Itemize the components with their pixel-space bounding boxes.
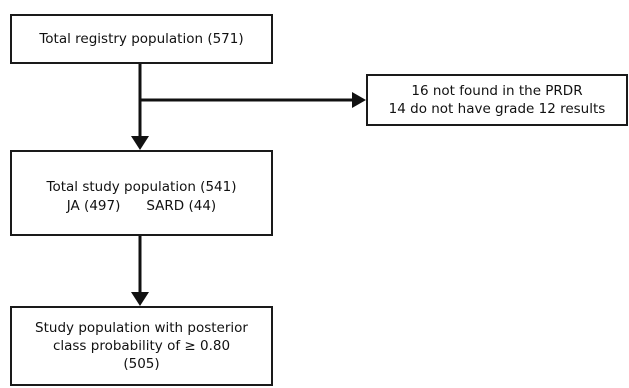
exclusion-box: 16 not found in the PRDR 14 do not have … xyxy=(366,74,628,126)
study-population-box: Total study population (541) JA (497) SAR… xyxy=(10,150,273,236)
study-subgroups: JA (497) SARD (44) xyxy=(12,197,271,215)
posterior-line-1: Study population with posterior xyxy=(35,320,248,336)
study-population-label: Total study population (541) xyxy=(46,179,237,195)
arrowhead-registry-to-study xyxy=(131,136,149,150)
posterior-count: (505) xyxy=(123,356,160,372)
registry-population-box: Total registry population (571) xyxy=(10,14,273,64)
arrowhead-to-exclusion xyxy=(352,92,366,108)
exclusion-line-grade12: 14 do not have grade 12 results xyxy=(388,101,606,117)
exclusion-line-prdr: 16 not found in the PRDR xyxy=(411,83,583,99)
posterior-population-box: Study population with posterior class pr… xyxy=(10,306,273,386)
registry-population-label: Total registry population (571) xyxy=(39,31,244,47)
posterior-line-2: class probability of ≥ 0.80 xyxy=(52,338,231,354)
ja-count: JA (497) xyxy=(66,198,121,214)
sard-count: SARD (44) xyxy=(146,198,217,214)
arrowhead-study-to-posterior xyxy=(131,292,149,306)
